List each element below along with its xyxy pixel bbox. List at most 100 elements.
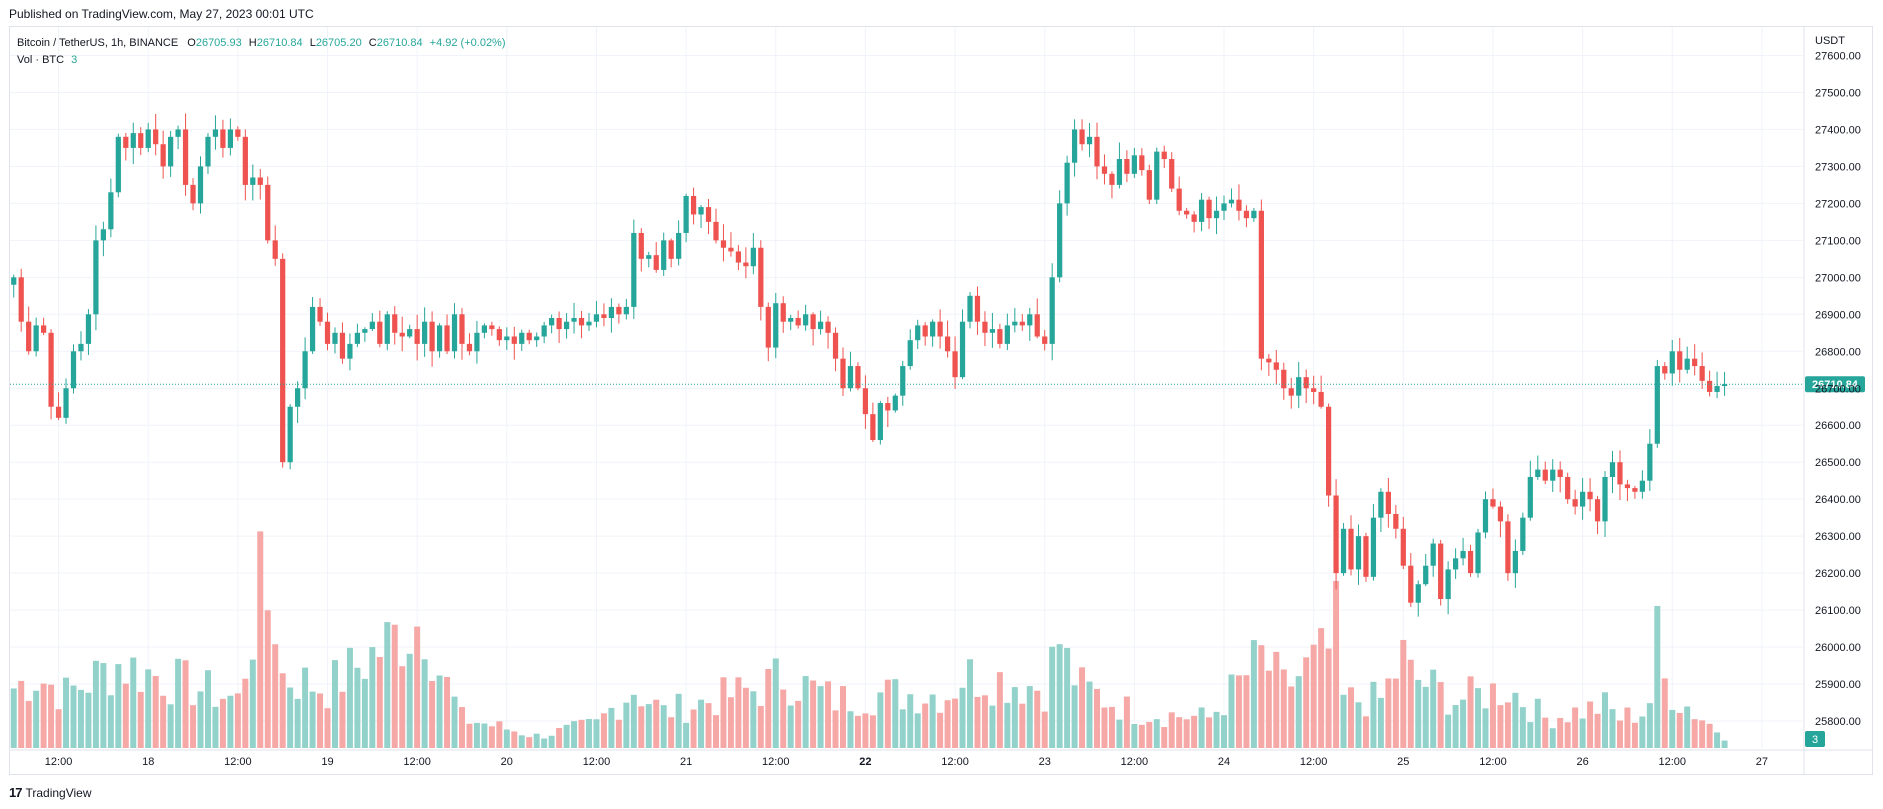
volume-bar: [952, 698, 959, 748]
candle-body: [1535, 469, 1541, 477]
candle-body: [690, 195, 697, 215]
volume-bar: [272, 644, 279, 748]
volume-bar: [1198, 707, 1205, 748]
volume-bar: [1475, 688, 1482, 748]
candle-body: [795, 318, 801, 326]
volume-bar: [735, 677, 742, 748]
volume-bar: [1034, 690, 1041, 748]
volume-bar: [1542, 717, 1549, 748]
volume-bar: [33, 690, 40, 748]
volume-bar: [234, 693, 241, 748]
volume-bar: [107, 695, 114, 748]
volume-bar: [175, 658, 182, 748]
candle-body: [235, 129, 241, 137]
volume-bar: [1265, 670, 1272, 748]
close-value: 26710.84: [376, 37, 423, 49]
volume-bar: [869, 715, 876, 748]
volume-bar: [1422, 686, 1429, 748]
volume-bar: [1101, 707, 1108, 748]
candle-body: [1273, 362, 1279, 370]
volume-bar: [1482, 708, 1489, 748]
candle-body: [362, 329, 368, 333]
candle-body: [1385, 491, 1391, 514]
volume-bar: [907, 694, 914, 748]
candle-body: [1497, 506, 1504, 522]
candle-body: [735, 251, 742, 263]
candle-body: [175, 129, 181, 137]
volume-bar: [862, 713, 869, 748]
candle-body: [392, 314, 398, 333]
volume-bar: [832, 710, 839, 748]
candle-body: [1639, 480, 1645, 492]
candle-body: [1370, 517, 1377, 577]
volume-bar: [48, 684, 55, 748]
volume-bar: [384, 622, 391, 748]
candle-body: [55, 406, 62, 418]
volume-bar: [944, 700, 951, 748]
candle-body: [1221, 203, 1227, 211]
candle-body: [1333, 495, 1339, 574]
candle-body: [1452, 558, 1459, 570]
volume-bar: [212, 706, 219, 748]
volume-bar: [1564, 722, 1571, 748]
candle-body: [885, 403, 891, 411]
tradingview-logo[interactable]: ⁠17 TradingView: [9, 785, 92, 800]
volume-bar: [757, 705, 764, 748]
volume-bar: [742, 687, 749, 748]
volume-bar: [668, 717, 675, 748]
candle-body: [930, 321, 936, 337]
candle-body: [100, 229, 107, 241]
candle-body: [272, 240, 278, 259]
candle-body: [1692, 358, 1698, 367]
candle-body: [803, 314, 809, 326]
volume-bar: [1631, 722, 1638, 748]
volume-bar: [77, 689, 84, 748]
volume-bar: [249, 659, 256, 748]
candle-body: [1557, 469, 1563, 477]
candle-body: [93, 240, 99, 315]
x-tick-label: 25: [1397, 756, 1409, 768]
candle-body: [182, 129, 189, 185]
candle-body: [1669, 351, 1675, 374]
candle-body: [115, 136, 121, 193]
candle-body: [1079, 129, 1085, 145]
candle-body: [974, 295, 981, 322]
candle-body: [847, 366, 854, 389]
volume-bar: [92, 660, 99, 748]
volume-bar: [690, 709, 697, 748]
candle-body: [1206, 199, 1212, 219]
candle-body: [212, 129, 219, 137]
candle-body: [608, 306, 615, 319]
volume-bar: [772, 658, 779, 748]
volume-bar: [1355, 702, 1362, 748]
candle-body: [1430, 543, 1436, 566]
volume-bar: [1094, 688, 1100, 748]
candle-body: [646, 255, 652, 259]
volume-bar: [705, 703, 712, 748]
candle-body: [504, 336, 510, 341]
candle-body: [765, 306, 771, 348]
candle-body: [108, 192, 114, 230]
volume-bar: [1489, 683, 1496, 748]
volume-bar: [1467, 676, 1474, 748]
candle-body: [317, 306, 323, 322]
volume-bar: [1385, 678, 1392, 748]
volume-bar: [1004, 702, 1011, 748]
candle-body: [18, 277, 24, 322]
x-tick-label: 20: [501, 756, 513, 768]
volume-bar: [1250, 640, 1257, 748]
candle-body: [459, 314, 465, 344]
volume-bar: [1616, 720, 1623, 748]
candle-body: [168, 136, 174, 167]
candle-body: [78, 343, 84, 352]
candle-body: [653, 255, 659, 270]
candle-body: [339, 332, 346, 359]
volume-bar: [1691, 719, 1698, 748]
x-tick-label: 12:00: [224, 756, 252, 768]
candle-body: [1101, 166, 1108, 174]
candle-body: [1654, 366, 1660, 444]
volume-bar: [1460, 699, 1467, 748]
candle-body: [242, 136, 248, 185]
volume-bar: [511, 731, 518, 748]
